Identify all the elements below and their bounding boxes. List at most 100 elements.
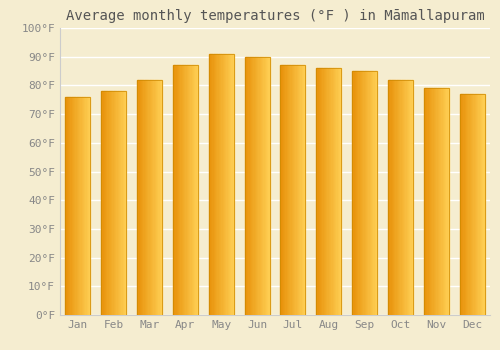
Bar [122,91,124,315]
Bar [118,91,119,315]
Bar [230,54,232,315]
Bar [192,65,193,315]
Bar [462,94,464,315]
Bar [393,80,394,315]
Bar [266,57,267,315]
Bar [173,65,174,315]
Bar [470,94,471,315]
Bar [435,88,436,315]
Bar [481,94,482,315]
Bar [444,88,445,315]
Bar [116,91,117,315]
Bar [184,65,186,315]
Bar [282,65,283,315]
Bar [69,97,70,315]
Bar [80,97,82,315]
Bar [442,88,444,315]
Bar [372,71,374,315]
Bar [477,94,478,315]
Bar [445,88,446,315]
Bar [151,80,152,315]
Bar [409,80,410,315]
Bar [403,80,404,315]
Bar [288,65,289,315]
Bar [302,65,303,315]
Bar [425,88,426,315]
Bar [294,65,296,315]
Bar [394,80,396,315]
Bar [360,71,361,315]
Bar [104,91,105,315]
Bar [366,71,367,315]
Bar [388,80,389,315]
Bar [140,80,141,315]
Bar [137,80,162,315]
Bar [431,88,432,315]
Bar [322,68,324,315]
Bar [428,88,430,315]
Bar [156,80,157,315]
Bar [176,65,178,315]
Bar [286,65,288,315]
Bar [144,80,146,315]
Bar [147,80,148,315]
Bar [247,57,248,315]
Bar [476,94,477,315]
Bar [376,71,377,315]
Bar [298,65,299,315]
Bar [466,94,467,315]
Bar [101,91,102,315]
Bar [357,71,358,315]
Bar [214,54,215,315]
Bar [158,80,160,315]
Bar [299,65,300,315]
Bar [257,57,258,315]
Bar [280,65,305,315]
Bar [439,88,440,315]
Bar [283,65,284,315]
Bar [220,54,221,315]
Bar [292,65,293,315]
Bar [400,80,402,315]
Bar [68,97,69,315]
Bar [364,71,366,315]
Bar [260,57,261,315]
Bar [352,71,354,315]
Bar [194,65,196,315]
Bar [102,91,104,315]
Bar [371,71,372,315]
Bar [330,68,332,315]
Bar [464,94,466,315]
Bar [408,80,409,315]
Bar [482,94,484,315]
Bar [340,68,342,315]
Bar [250,57,251,315]
Bar [318,68,320,315]
Bar [196,65,198,315]
Bar [211,54,212,315]
Bar [424,88,425,315]
Bar [178,65,179,315]
Bar [268,57,270,315]
Bar [141,80,142,315]
Bar [188,65,189,315]
Bar [300,65,302,315]
Bar [186,65,188,315]
Bar [190,65,192,315]
Bar [256,57,257,315]
Bar [183,65,184,315]
Bar [432,88,434,315]
Bar [468,94,469,315]
Bar [248,57,250,315]
Bar [244,57,246,315]
Bar [332,68,334,315]
Bar [326,68,328,315]
Bar [361,71,362,315]
Bar [284,65,286,315]
Bar [352,71,377,315]
Bar [73,97,74,315]
Bar [460,94,484,315]
Bar [66,97,68,315]
Bar [293,65,294,315]
Bar [398,80,399,315]
